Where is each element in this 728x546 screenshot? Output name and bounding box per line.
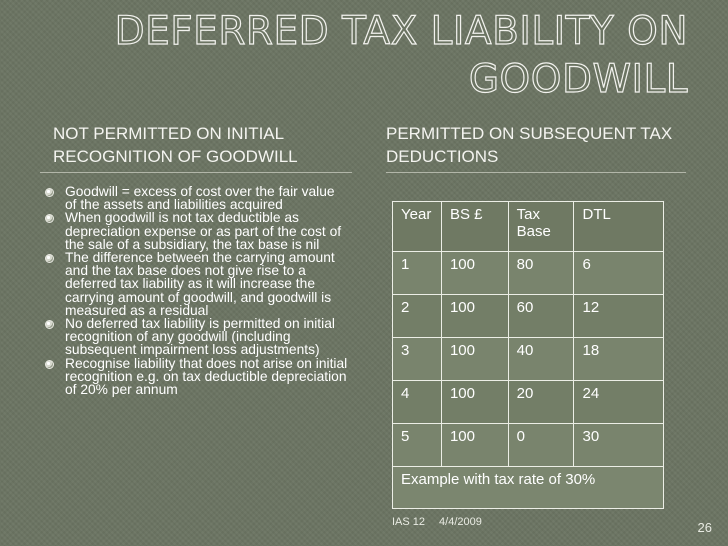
slide-footer: IAS 12 4/4/2009 xyxy=(392,516,496,528)
table-row: 3 100 40 18 xyxy=(392,337,664,381)
cell-tax-base: 40 xyxy=(507,337,575,381)
footer-date: 4/4/2009 xyxy=(439,516,482,528)
cell-year: 4 xyxy=(392,380,442,424)
cell-bs: 100 xyxy=(440,251,509,295)
header-year: Year xyxy=(392,201,442,252)
cell-bs: 100 xyxy=(440,380,509,424)
header-bs: BS £ xyxy=(440,201,509,252)
cell-tax-base: 0 xyxy=(507,423,575,467)
cell-dtl: 30 xyxy=(573,423,664,467)
cell-year: 3 xyxy=(392,337,442,381)
right-column-heading: PERMITTED ON SUBSEQUENT TAX DEDUCTIONS xyxy=(386,124,673,166)
cell-dtl: 24 xyxy=(573,380,664,424)
bullet-icon xyxy=(45,320,54,330)
cell-year: 2 xyxy=(392,294,442,338)
bullet-text: Recognise liability that does not arise … xyxy=(65,355,348,398)
table-header-row: Year BS £ Tax Base DTL xyxy=(392,201,664,252)
bullet-text: Goodwill = excess of cost over the fair … xyxy=(65,184,335,213)
bullet-item: No deferred tax liability is permitted o… xyxy=(44,317,349,357)
header-tax-base: Tax Base xyxy=(507,201,575,252)
cell-bs: 100 xyxy=(440,337,509,381)
cell-dtl: 18 xyxy=(573,337,664,381)
bullet-list: Goodwill = excess of cost over the fair … xyxy=(44,184,349,398)
slide-number: 26 xyxy=(697,520,712,535)
left-column-heading: NOT PERMITTED ON INITIAL RECOGNITION OF … xyxy=(53,124,298,166)
bullet-icon xyxy=(45,254,54,264)
bullet-icon xyxy=(45,188,54,197)
header-dtl: DTL xyxy=(573,201,664,252)
cell-tax-base: 60 xyxy=(507,294,575,338)
bullet-item: Recognise liability that does not arise … xyxy=(44,355,349,398)
bullet-item: The difference between the carrying amou… xyxy=(44,251,349,317)
cell-bs: 100 xyxy=(440,423,509,467)
cell-tax-base: 80 xyxy=(507,251,575,295)
slide-title: DEFERRED TAX LIABILITY ON GOODWILL xyxy=(114,8,688,102)
cell-bs: 100 xyxy=(440,294,509,338)
bullet-text: The difference between the carrying amou… xyxy=(65,250,335,318)
cell-year: 1 xyxy=(392,251,442,295)
footer-source: IAS 12 xyxy=(392,516,426,528)
cell-dtl: 12 xyxy=(573,294,664,338)
cell-tax-base: 20 xyxy=(507,380,575,424)
bullet-item: When goodwill is not tax deductible as d… xyxy=(44,211,349,251)
cell-year: 5 xyxy=(392,423,442,467)
cell-dtl: 6 xyxy=(573,251,664,295)
left-heading-divider xyxy=(40,172,352,173)
bullet-icon xyxy=(45,214,54,224)
bullet-text: When goodwill is not tax deductible as d… xyxy=(65,210,342,252)
right-heading-divider xyxy=(386,172,686,173)
table-row: 2 100 60 12 xyxy=(392,294,664,338)
bullet-item: Goodwill = excess of cost over the fair … xyxy=(44,184,349,213)
table-row: 1 100 80 6 xyxy=(392,251,664,295)
deferred-tax-table: Year BS £ Tax Base DTL 1 100 80 6 2 100 … xyxy=(392,201,664,509)
table-row: 5 100 0 30 xyxy=(392,423,664,467)
table-row: 4 100 20 24 xyxy=(392,380,664,424)
bullet-text: No deferred tax liability is permitted o… xyxy=(65,316,335,358)
bullet-icon xyxy=(45,359,54,369)
table-caption: Example with tax rate of 30% xyxy=(392,466,664,509)
table-caption-row: Example with tax rate of 30% xyxy=(392,466,664,509)
